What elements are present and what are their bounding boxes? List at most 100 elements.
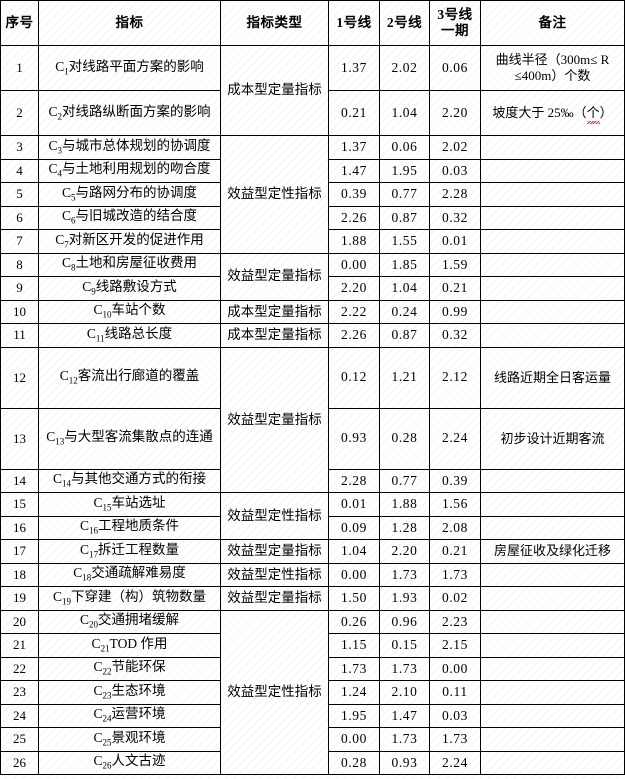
cell-indicator: C3与城市总体规划的协调度 — [38, 135, 221, 160]
cell-line2-value: 1.73 — [379, 562, 430, 587]
table-row: 15 C15车站选址 效益型定性指标 0.01 1.88 1.56 — [0, 492, 625, 540]
indicator-code: C — [93, 659, 103, 675]
table-row: 3 C3与城市总体规划的协调度 效益型定性指标 1.37 0.06 2.02 — [0, 135, 625, 254]
indicator-code: C — [48, 137, 58, 153]
table-row: 21 C21TOD 作用 1.15 0.15 2.15 — [0, 633, 625, 658]
cell-line1-value: 0.09 — [328, 515, 380, 540]
indicator-name: 交通疏解难易度 — [91, 565, 186, 581]
cell-line1-value: 0.39 — [328, 182, 380, 207]
cell-indicator: C23生态环境 — [38, 680, 221, 705]
indicator-name: 车站选址 — [111, 494, 166, 510]
cell-line2-value: 1.73 — [379, 656, 430, 681]
indicator-name: 与旧城改造的结合度 — [75, 208, 198, 224]
indicator-code: C — [86, 325, 96, 341]
cell-seq: 20 — [0, 609, 39, 634]
indicator-code: C — [93, 729, 103, 745]
cell-indicator-type: 效益型定性指标 — [220, 609, 329, 775]
cell-line2-value: 1.73 — [379, 727, 430, 752]
remark-line-2: ≤400m）个数 — [514, 68, 591, 83]
cell-seq: 25 — [0, 727, 39, 752]
cell-remark: 线路近期全日客运量 — [480, 346, 625, 409]
cell-indicator: C1对线路平面方案的影响 — [38, 45, 221, 91]
cell-line3-value: 0.03 — [429, 158, 481, 183]
cell-line2-value: 0.93 — [379, 750, 430, 775]
cell-line2-value: 1.47 — [379, 703, 430, 728]
header-indicator-type: 指标类型 — [220, 0, 329, 46]
indicator-code: C — [55, 58, 65, 74]
indicator-code: C — [48, 161, 58, 177]
indicator-name: 交通拥堵缓解 — [98, 612, 179, 628]
indicator-code: C — [82, 278, 92, 294]
indicator-code: C — [61, 184, 71, 200]
indicator-subscript: 13 — [55, 436, 65, 447]
cell-seq: 8 — [0, 252, 39, 277]
table-row: 1 C1对线路平面方案的影响 成本型定量指标 1.37 2.02 0.06 曲线… — [0, 45, 625, 136]
cell-line2-value: 2.02 — [379, 45, 430, 91]
indicator-code: C — [91, 635, 101, 651]
indicator-name: 工程地质条件 — [98, 518, 179, 534]
cell-seq: 23 — [0, 680, 39, 705]
table-body: 1 C1对线路平面方案的影响 成本型定量指标 1.37 2.02 0.06 曲线… — [0, 45, 625, 775]
cell-line1-value: 1.04 — [328, 539, 380, 564]
indicator-subscript: 10 — [102, 310, 112, 321]
cell-seq: 10 — [0, 299, 39, 324]
indicator-name: 生态环境 — [111, 682, 166, 698]
indicator-name: 与路网分布的协调度 — [75, 184, 198, 200]
cell-indicator-type: 效益型定性指标 — [220, 562, 329, 587]
cell-seq: 3 — [0, 135, 39, 160]
cell-seq: 19 — [0, 586, 39, 611]
remark-line-1: 曲线半径（300m≤ R — [495, 52, 610, 68]
cell-remark — [480, 680, 625, 705]
cell-seq: 18 — [0, 562, 39, 587]
cell-seq: 7 — [0, 229, 39, 254]
indicator-subscript: 25 — [102, 737, 112, 748]
cell-line2-value: 1.04 — [379, 90, 430, 136]
cell-line2-value: 0.15 — [379, 633, 430, 658]
cell-indicator: C21TOD 作用 — [38, 633, 221, 658]
indicator-code: C — [48, 103, 58, 119]
indicator-subscript: 24 — [102, 714, 112, 725]
cell-line3-value: 0.32 — [429, 205, 481, 230]
indicator-name: 与土地利用规划的吻合度 — [62, 161, 211, 177]
table-row: 12 C12客流出行廊道的覆盖 效益型定量指标 0.12 1.21 2.12 线… — [0, 346, 625, 493]
indicator-name: 土地和房屋征收费用 — [75, 255, 198, 271]
table-row: 9 C9线路敷设方式 2.20 1.04 0.21 — [0, 276, 625, 301]
indicator-name: 线路总长度 — [104, 325, 173, 341]
table-row: 18 C18交通疏解难易度 效益型定性指标 0.00 1.73 1.73 — [0, 562, 625, 587]
indicator-code: C — [93, 682, 103, 698]
table-row: 2 C2对线路纵断面方案的影响 0.21 1.04 2.20 坡度大于 25‰（… — [0, 90, 625, 136]
table-row: 10 C10车站个数 成本型定量指标 2.22 0.24 0.99 — [0, 299, 625, 324]
indicator-subscript: 9 — [91, 286, 96, 297]
indicator-code: C — [79, 541, 89, 557]
cell-remark — [480, 158, 625, 183]
indicator-subscript: 5 — [71, 192, 76, 203]
cell-indicator: C24运营环境 — [38, 703, 221, 728]
cell-line3-value: 2.15 — [429, 633, 481, 658]
table-row: 11 C11线路总长度 成本型定量指标 2.26 0.87 0.32 — [0, 323, 625, 348]
cell-line1-value: 1.88 — [328, 229, 380, 254]
indicator-subscript: 3 — [57, 145, 63, 156]
table-row: 22 C22节能环保 1.73 1.73 0.00 — [0, 656, 625, 681]
cell-line1-value: 2.26 — [328, 323, 380, 348]
indicator-subscript: 15 — [102, 502, 112, 513]
cell-remark — [480, 135, 625, 160]
indicator-code: C — [52, 588, 62, 604]
cell-line2-value: 0.87 — [379, 205, 430, 230]
cell-seq: 12 — [0, 346, 39, 409]
cell-seq: 9 — [0, 276, 39, 301]
cell-line3-value: 0.03 — [429, 703, 481, 728]
cell-line1-value: 1.95 — [328, 703, 380, 728]
cell-line2-value: 0.87 — [379, 323, 430, 348]
cell-seq: 1 — [0, 45, 39, 91]
cell-line2-value: 0.28 — [379, 407, 430, 470]
indicator-name: 客流出行廊道的覆盖 — [77, 368, 200, 384]
table-row: 16 C16工程地质条件 0.09 1.28 2.08 — [0, 515, 625, 540]
indicator-name: 线路敷设方式 — [95, 278, 177, 294]
indicator-subscript: 11 — [95, 333, 105, 344]
cell-indicator: C20交通拥堵缓解 — [38, 609, 221, 634]
cell-seq: 11 — [0, 323, 39, 348]
cell-line2-value: 1.04 — [379, 276, 430, 301]
indicator-code: C — [46, 429, 56, 445]
cell-remark: 坡度大于 25‰（个） — [480, 90, 625, 136]
cell-line3-value: 0.99 — [429, 299, 481, 324]
